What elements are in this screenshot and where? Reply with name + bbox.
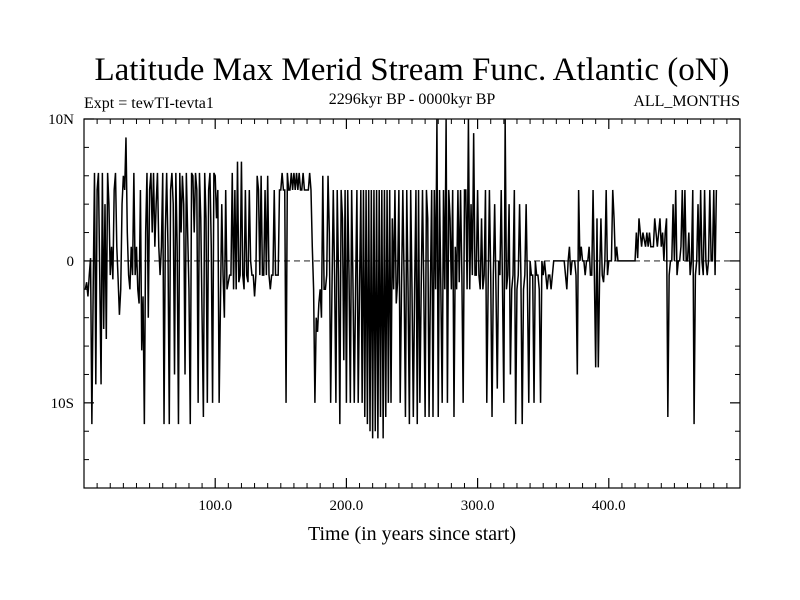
x-axis-label: Time (in years since start) bbox=[308, 523, 516, 545]
plot-frame bbox=[83, 118, 741, 489]
y-tick-label: 0 bbox=[67, 254, 75, 270]
series-line-latitude_max_stream_function bbox=[84, 118, 718, 439]
x-tick-label: 200.0 bbox=[330, 498, 364, 514]
y-tick-label: 10N bbox=[48, 112, 74, 128]
chart-subtitle-right: ALL_MONTHS bbox=[633, 93, 740, 110]
chart-subtitle-center: 2296kyr BP - 0000kyr BP bbox=[329, 91, 496, 108]
y-tick-label: 10S bbox=[51, 396, 74, 412]
x-tick-label: 300.0 bbox=[461, 498, 495, 514]
axis-layer: 100.0 200.0 300.0 400.0 10N 0 10S bbox=[48, 112, 740, 514]
chart-subtitle-left: Expt = tewTI-tevta1 bbox=[84, 95, 214, 112]
x-tick-label: 100.0 bbox=[198, 498, 232, 514]
chart-title: Latitude Max Merid Stream Func. Atlantic… bbox=[94, 52, 729, 88]
series-layer bbox=[84, 118, 718, 439]
x-tick-label: 400.0 bbox=[592, 498, 626, 514]
